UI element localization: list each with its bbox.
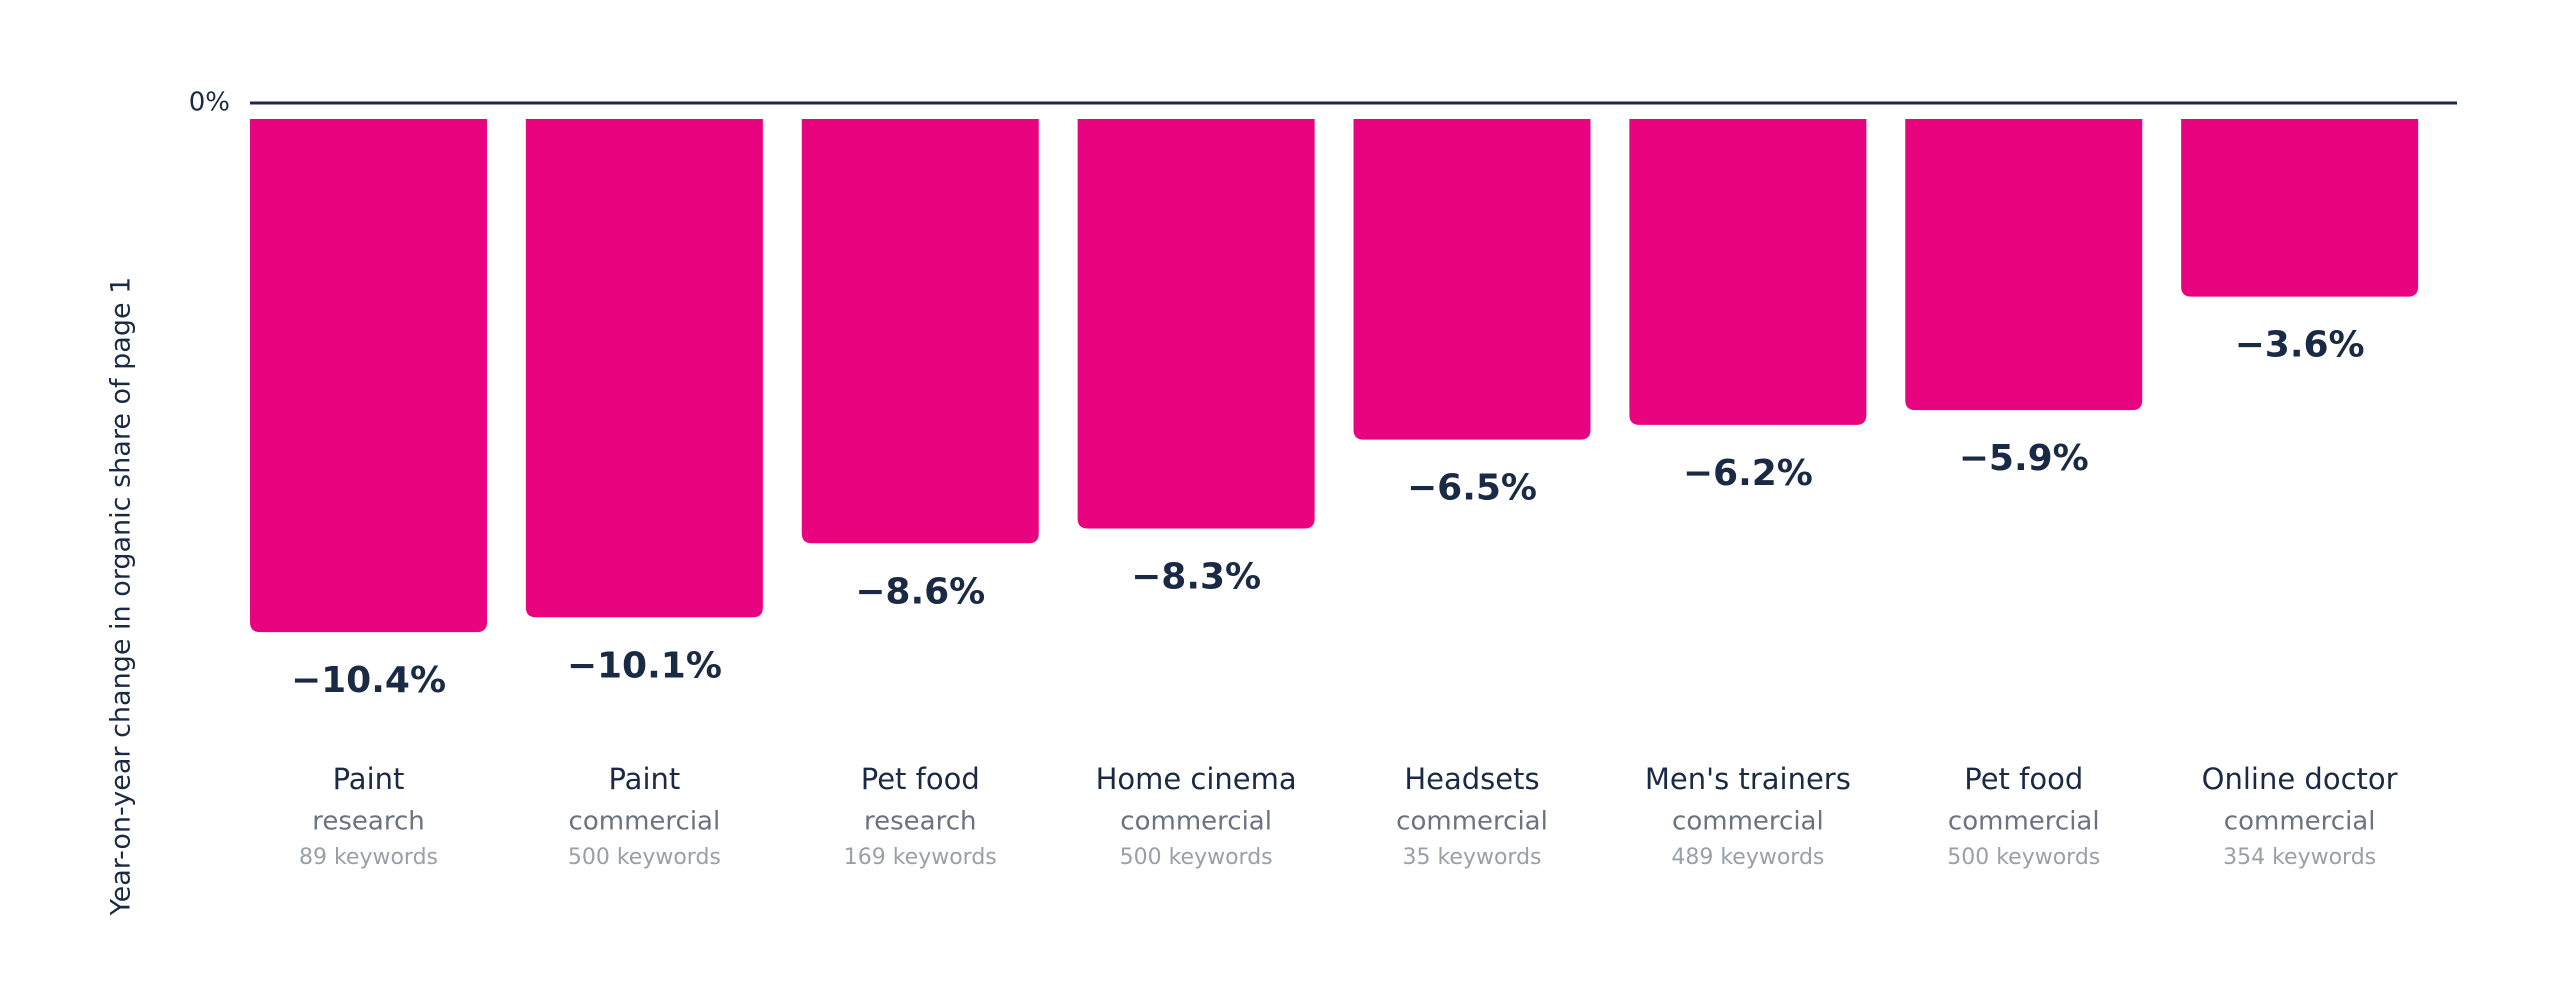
value-label: −10.1% (567, 645, 722, 686)
value-label: −10.4% (291, 660, 446, 701)
keyword-count: 500 keywords (568, 845, 721, 870)
bar (2181, 119, 2419, 297)
bar (1629, 119, 1867, 425)
category-label: Pet food (1964, 762, 2083, 796)
category-type: commercial (2224, 807, 2376, 837)
bar (1905, 119, 2143, 411)
category-type: research (864, 807, 976, 837)
keyword-count: 354 keywords (2223, 845, 2376, 870)
category-label: Paint (333, 762, 405, 796)
value-label: −3.6% (2235, 325, 2365, 366)
category-label: Men's trainers (1645, 762, 1851, 796)
value-label: −8.3% (1131, 556, 1261, 597)
keyword-count: 89 keywords (299, 845, 438, 870)
category-label: Paint (608, 762, 680, 796)
category-type: commercial (1948, 807, 2100, 837)
y-axis-label: Year-on-year change in organic share of … (106, 277, 137, 917)
value-label: −5.9% (1959, 438, 2089, 479)
keyword-count: 500 keywords (1120, 845, 1273, 870)
category-label: Online doctor (2202, 762, 2398, 796)
category-type: commercial (569, 807, 721, 837)
keyword-count: 500 keywords (1947, 845, 2100, 870)
value-label: −6.5% (1407, 468, 1537, 509)
category-label: Headsets (1404, 762, 1539, 796)
category-type: commercial (1672, 807, 1824, 837)
keyword-count: 35 keywords (1402, 845, 1541, 870)
bar (801, 119, 1039, 544)
category-type: commercial (1120, 807, 1272, 837)
keyword-count: 169 keywords (844, 845, 997, 870)
bar (250, 119, 487, 633)
value-label: −6.2% (1683, 453, 1813, 494)
category-type: commercial (1396, 807, 1548, 837)
category-label: Home cinema (1096, 762, 1297, 796)
category-label: Pet food (861, 762, 980, 796)
bar (1077, 119, 1315, 529)
y-tick-label: 0% (189, 88, 230, 118)
bar (525, 119, 763, 618)
value-label: −8.6% (855, 571, 985, 612)
bar (1353, 119, 1591, 440)
keyword-count: 489 keywords (1671, 845, 1824, 870)
category-type: research (312, 807, 424, 837)
